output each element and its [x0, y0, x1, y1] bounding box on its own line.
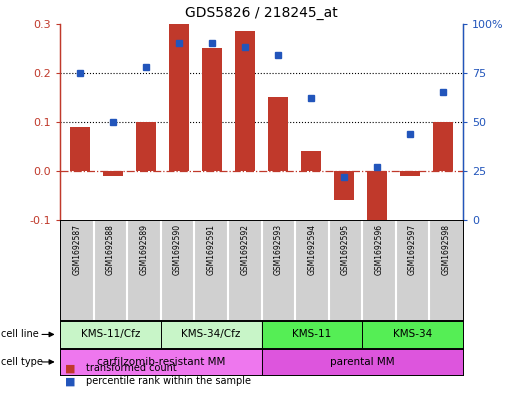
Bar — [235, 31, 255, 171]
Bar — [195, 220, 228, 320]
Text: GSM1692587: GSM1692587 — [72, 224, 82, 275]
Text: ■: ■ — [65, 364, 76, 373]
Bar — [362, 321, 463, 348]
Text: ■: ■ — [65, 377, 76, 387]
Text: GSM1692588: GSM1692588 — [106, 224, 115, 275]
Text: GSM1692592: GSM1692592 — [240, 224, 249, 275]
Bar — [367, 171, 387, 220]
Bar — [60, 220, 94, 320]
Bar — [268, 97, 288, 171]
Bar — [429, 220, 463, 320]
Bar — [60, 349, 262, 375]
Bar — [161, 220, 195, 320]
Bar — [328, 220, 362, 320]
Bar — [161, 321, 262, 348]
Text: KMS-11: KMS-11 — [292, 329, 332, 340]
Text: GSM1692596: GSM1692596 — [374, 224, 383, 275]
Text: KMS-34: KMS-34 — [393, 329, 432, 340]
Bar — [400, 171, 420, 176]
Text: carfilzomib-resistant MM: carfilzomib-resistant MM — [97, 357, 225, 367]
Text: GSM1692594: GSM1692594 — [308, 224, 316, 275]
Bar — [262, 220, 295, 320]
Text: percentile rank within the sample: percentile rank within the sample — [86, 376, 251, 386]
Bar — [127, 220, 161, 320]
Title: GDS5826 / 218245_at: GDS5826 / 218245_at — [185, 6, 338, 20]
Text: GSM1692590: GSM1692590 — [173, 224, 182, 275]
Text: GSM1692593: GSM1692593 — [274, 224, 283, 275]
Bar — [262, 321, 362, 348]
Bar — [362, 220, 396, 320]
Bar — [103, 171, 123, 176]
Bar — [396, 220, 429, 320]
Bar — [136, 122, 156, 171]
Text: transformed count: transformed count — [86, 363, 177, 373]
Text: cell type: cell type — [1, 357, 42, 367]
Bar — [301, 151, 321, 171]
Bar — [262, 349, 463, 375]
Text: GSM1692589: GSM1692589 — [140, 224, 149, 275]
Text: GSM1692591: GSM1692591 — [207, 224, 215, 275]
Bar — [295, 220, 328, 320]
Bar — [334, 171, 354, 200]
Bar — [169, 24, 189, 171]
Text: GSM1692598: GSM1692598 — [441, 224, 451, 275]
Bar — [60, 321, 161, 348]
Text: parental MM: parental MM — [330, 357, 394, 367]
Text: cell line: cell line — [1, 329, 38, 340]
Bar — [94, 220, 127, 320]
Bar — [202, 48, 222, 171]
Bar — [433, 122, 453, 171]
Bar — [228, 220, 262, 320]
Bar — [70, 127, 90, 171]
Text: GSM1692595: GSM1692595 — [341, 224, 350, 275]
Text: KMS-34/Cfz: KMS-34/Cfz — [181, 329, 241, 340]
Text: GSM1692597: GSM1692597 — [408, 224, 417, 275]
Text: KMS-11/Cfz: KMS-11/Cfz — [81, 329, 140, 340]
